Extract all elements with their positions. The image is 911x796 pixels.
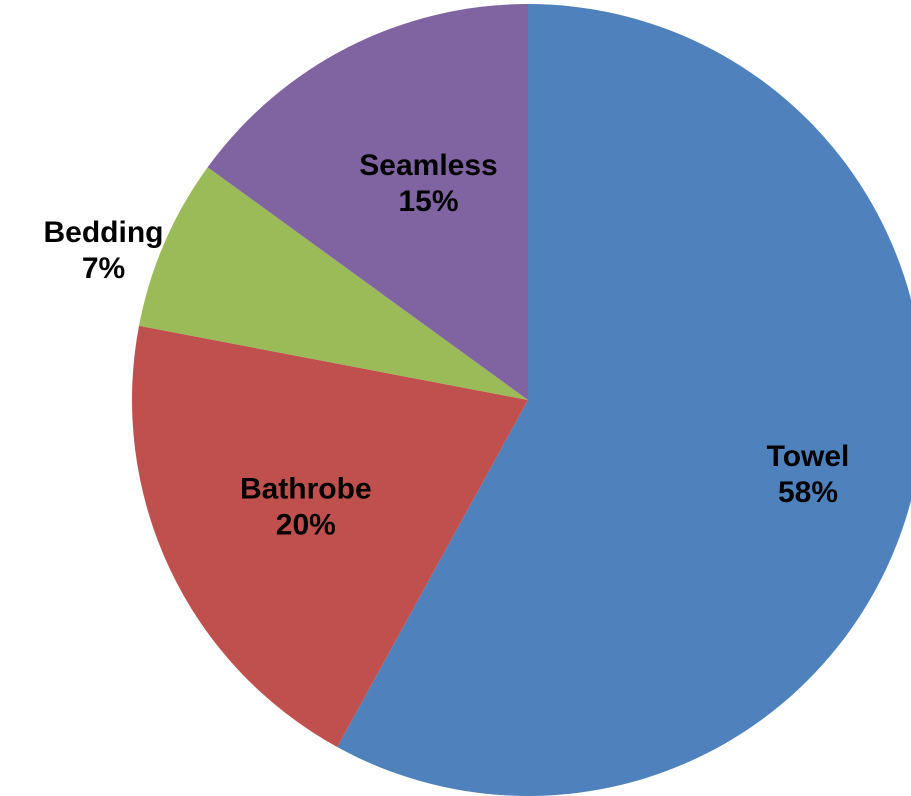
pie-slice-towel <box>337 4 911 796</box>
slice-label-bathrobe: Bathrobe <box>240 473 372 506</box>
slice-label-bedding: Bedding <box>44 216 164 249</box>
slice-value-seamless: 15% <box>398 185 458 218</box>
pie-slice-seamless <box>207 4 528 400</box>
pie-slices <box>131 4 911 796</box>
slice-value-bedding: 7% <box>82 252 125 285</box>
slice-value-towel: 58% <box>778 476 838 509</box>
pie-slice-bathrobe <box>131 325 529 748</box>
slice-label-towel: Towel <box>767 440 850 473</box>
slice-value-bathrobe: 20% <box>276 509 336 542</box>
slice-label-seamless: Seamless <box>359 149 497 182</box>
pie-slice-bedding <box>139 167 528 400</box>
